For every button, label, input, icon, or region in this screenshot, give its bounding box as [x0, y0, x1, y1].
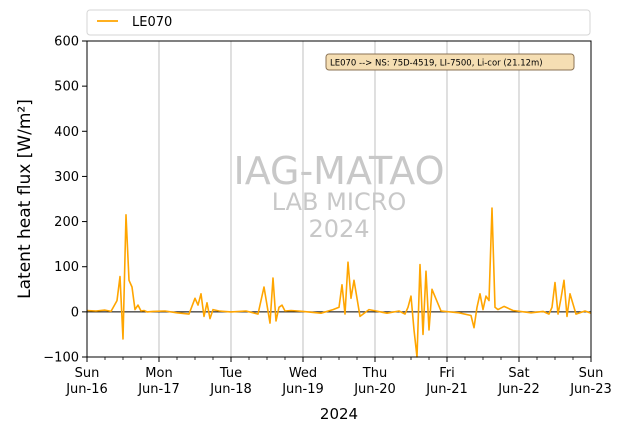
- grid: [158, 41, 520, 357]
- watermark-line-1: IAG-MATAO: [233, 149, 444, 193]
- x-tick-label-day: Mon: [145, 366, 172, 381]
- x-tick-label-date: Jun-23: [569, 382, 612, 397]
- y-tick-label: 600: [54, 35, 79, 50]
- watermark-line-2: LAB MICRO: [272, 188, 407, 216]
- x-axis-title: 2024: [320, 405, 358, 423]
- y-axis-title: Latent heat flux [W/m²]: [15, 99, 35, 299]
- x-tick-label-date: Jun-19: [281, 382, 324, 397]
- x-tick-label-day: Fri: [439, 366, 455, 381]
- annotation-box: [325, 53, 575, 71]
- series-line-le070: [86, 207, 592, 358]
- y-tick-label: 500: [54, 80, 79, 95]
- legend-label: LE070: [132, 15, 172, 30]
- x-tick-label-date: Jun-21: [425, 382, 468, 397]
- legend-frame: [86, 9, 591, 36]
- watermark-line-3: 2024: [308, 215, 369, 243]
- x-tick-label-day: Thu: [362, 366, 387, 381]
- y-tick-label: −100: [43, 351, 79, 366]
- y-tick-label: 200: [54, 215, 79, 230]
- x-tick-label-date: Jun-22: [497, 382, 540, 397]
- axes: SunJun-16MonJun-17TueJun-18WedJun-19ThuJ…: [43, 35, 611, 398]
- x-tick-label-day: Wed: [289, 366, 317, 381]
- x-tick-label-date: Jun-16: [65, 382, 108, 397]
- y-tick-label: 300: [54, 170, 79, 185]
- x-tick-label-day: Sat: [508, 366, 529, 381]
- x-tick-label-day: Tue: [219, 366, 242, 381]
- legend: LE070: [86, 9, 591, 36]
- x-tick-label-day: Sun: [75, 366, 100, 381]
- y-tick-label: 100: [54, 260, 79, 275]
- annotation: LE070 --> NS: 75D-4519, LI-7500, Li-cor …: [325, 53, 575, 71]
- y-tick-label: 0: [71, 305, 79, 320]
- x-tick-label-date: Jun-20: [353, 382, 396, 397]
- y-tick-label: 400: [54, 125, 79, 140]
- watermark: IAG-MATAO LAB MICRO 2024: [233, 149, 444, 243]
- x-tick-label-day: Sun: [579, 366, 604, 381]
- annotation-text: LE070 --> NS: 75D-4519, LI-7500, Li-cor …: [330, 59, 543, 69]
- series-layer: [86, 207, 592, 358]
- x-tick-label-date: Jun-18: [209, 382, 252, 397]
- x-tick-label-date: Jun-17: [137, 382, 180, 397]
